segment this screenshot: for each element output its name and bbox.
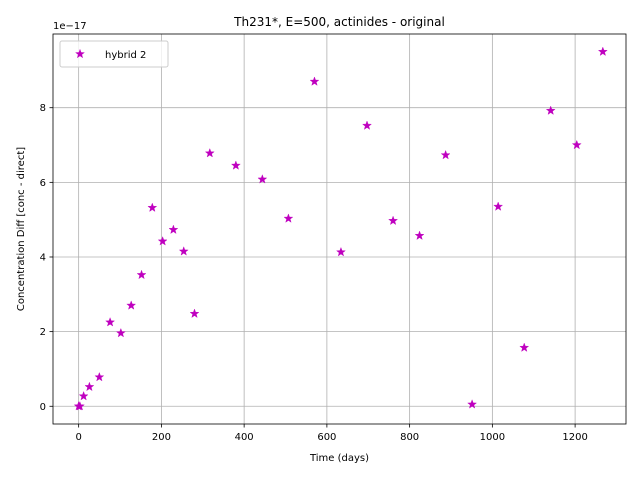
x-tick-label: 200 — [152, 432, 171, 443]
data-point — [283, 213, 294, 223]
x-tick-label: 400 — [235, 432, 254, 443]
data-point — [571, 139, 582, 150]
data-point — [126, 300, 137, 310]
legend-label: hybrid 2 — [105, 50, 146, 61]
legend-box — [59, 40, 169, 68]
data-point — [157, 236, 168, 246]
y-tick-label: 8 — [40, 103, 46, 114]
data-point — [309, 76, 320, 86]
data-point — [84, 381, 95, 392]
data-point — [414, 230, 425, 240]
chart-title: Th231*, E=500, actinides - original — [233, 15, 445, 29]
y-axis: 0 2 4 6 8 — [40, 103, 53, 413]
data-point — [230, 160, 241, 170]
data-point — [440, 149, 451, 160]
legend-marker-star — [75, 48, 85, 59]
data-point — [362, 120, 372, 130]
x-tick-label: 1200 — [562, 432, 587, 443]
data-point — [189, 308, 200, 318]
data-point — [519, 342, 530, 352]
data-point — [388, 215, 399, 225]
data-point — [136, 269, 147, 280]
y-tick-label: 2 — [40, 327, 46, 338]
data-point — [78, 391, 89, 401]
data-point — [115, 327, 126, 338]
data-point — [467, 399, 478, 409]
x-tick-label: 600 — [317, 432, 336, 443]
data-point — [545, 105, 556, 115]
grid — [53, 34, 626, 424]
x-tick-label: 0 — [75, 432, 81, 443]
data-point — [147, 202, 158, 212]
y-axis-label: Concentration Diff [conc - direct] — [16, 147, 27, 311]
data-point — [204, 148, 215, 158]
data-point — [597, 46, 608, 56]
data-point — [493, 201, 504, 211]
data-points — [73, 46, 608, 411]
legend: hybrid 2 — [59, 40, 169, 68]
data-point — [94, 371, 105, 382]
y-tick-label: 4 — [40, 252, 46, 263]
data-point — [257, 174, 268, 184]
y-tick-label: 0 — [40, 402, 46, 413]
y-axis-offset-label: 1e−17 — [53, 21, 87, 32]
data-point — [74, 401, 85, 411]
data-point — [336, 246, 346, 257]
x-axis-label: Time (days) — [309, 453, 369, 464]
data-point — [105, 317, 116, 327]
x-tick-label: 1000 — [480, 432, 505, 443]
x-axis: 0 200 400 600 800 1000 1200 — [75, 424, 588, 443]
y-tick-label: 6 — [40, 178, 46, 189]
x-tick-label: 800 — [400, 432, 419, 443]
data-point — [178, 246, 189, 256]
plot-frame — [52, 33, 627, 425]
data-point — [168, 224, 179, 234]
